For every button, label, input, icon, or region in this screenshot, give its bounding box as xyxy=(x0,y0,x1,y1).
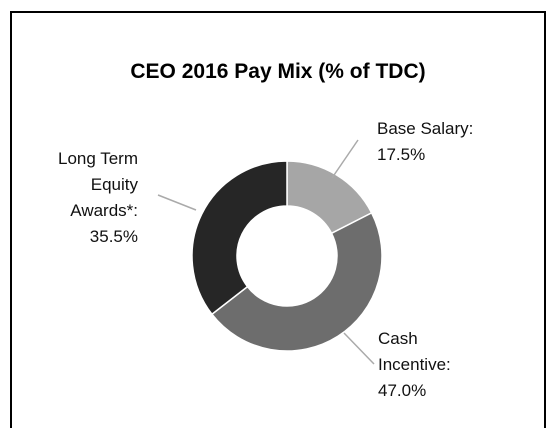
donut-slice xyxy=(210,211,383,352)
value-label: 17.5% xyxy=(377,145,426,164)
value-label: 47.0% xyxy=(378,381,427,400)
category-label: Long Term Equity Awards*: xyxy=(57,149,138,220)
value-label: 35.5% xyxy=(89,227,138,246)
donut-slice xyxy=(191,160,288,316)
leader-line xyxy=(157,194,197,211)
chart-title: CEO 2016 Pay Mix (% of TDC) xyxy=(130,60,426,83)
category-label: Cash Incentive: xyxy=(378,329,451,374)
leader-line xyxy=(343,332,375,365)
border xyxy=(10,11,546,428)
category-label: Base Salary: xyxy=(377,119,474,138)
leader-line xyxy=(331,139,359,179)
slice-label: Long Term Equity Awards*: 35.5% xyxy=(30,146,138,250)
slice-label: Base Salary: 17.5% xyxy=(377,116,527,168)
slice-label: Cash Incentive: 47.0% xyxy=(378,326,468,404)
